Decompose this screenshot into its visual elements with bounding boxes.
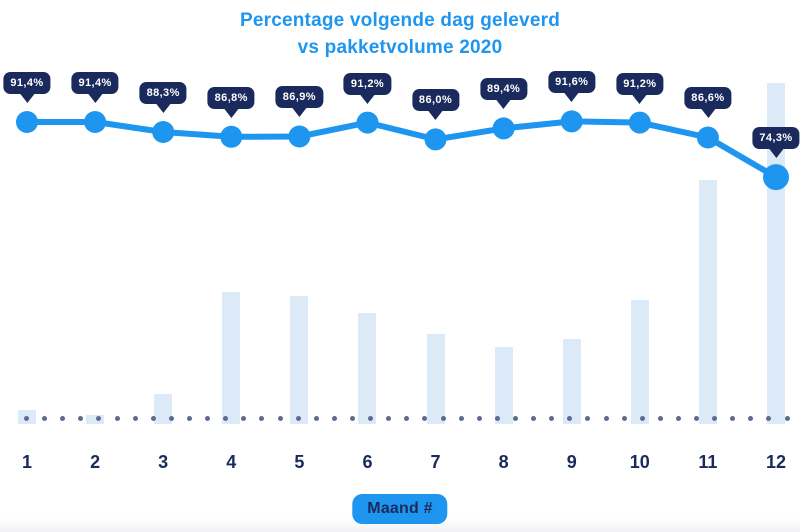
value-badge: 91,4%	[71, 72, 119, 94]
baseline-dot	[639, 415, 645, 421]
volume-bar	[698, 179, 717, 424]
baseline-dot	[60, 415, 66, 421]
baseline-dot	[259, 415, 265, 421]
value-badge: 91,2%	[616, 72, 664, 95]
x-axis-tick: 10	[629, 452, 650, 472]
value-badge: 86,6%	[684, 87, 732, 110]
volume-bar	[154, 393, 173, 424]
baseline-dot	[150, 415, 156, 421]
data-point-marker	[492, 117, 515, 140]
chart-title-line1: Percentage volgende dag geleverd	[239, 10, 560, 31]
baseline-dot	[549, 415, 555, 421]
baseline-dot	[277, 415, 283, 421]
baseline-dot	[494, 415, 500, 421]
data-point-marker	[288, 125, 311, 148]
value-badge: 86,8%	[207, 86, 255, 109]
data-point-marker	[356, 111, 379, 134]
x-axis-tick: 1	[21, 452, 33, 472]
x-axis-tick: 8	[498, 452, 509, 472]
baseline-dot	[712, 415, 718, 421]
data-point-marker	[628, 111, 651, 134]
x-axis-tick: 5	[294, 452, 305, 472]
data-point-marker	[152, 121, 175, 143]
x-axis-tick: 4	[226, 452, 237, 472]
baseline-dot	[603, 415, 609, 421]
baseline-dot	[404, 415, 410, 421]
volume-bar	[86, 415, 105, 424]
value-badge: 86,0%	[411, 89, 460, 112]
trend-line	[24, 118, 779, 181]
data-point-marker	[560, 110, 583, 133]
volume-bar	[562, 339, 581, 424]
x-axis-tick: 9	[566, 452, 577, 472]
baseline-dot	[585, 415, 591, 421]
x-axis-label-pill: Maand #	[352, 494, 448, 524]
value-badge: 88,3%	[139, 81, 187, 104]
baseline-dot	[96, 415, 102, 421]
volume-bar	[426, 333, 445, 424]
data-point-marker	[16, 111, 38, 133]
baseline-dot	[748, 415, 754, 421]
baseline-dot	[241, 415, 247, 421]
value-badge: 74,3%	[752, 127, 800, 150]
data-point-marker	[424, 128, 447, 151]
value-badge: 91,6%	[548, 71, 596, 94]
volume-bar	[290, 296, 309, 424]
baseline-dot	[657, 415, 663, 421]
baseline-dot	[476, 415, 482, 421]
x-axis-tick: 11	[698, 452, 718, 472]
chart-title-line2: vs pakketvolume 2020	[297, 37, 503, 58]
baseline-dot	[531, 415, 537, 421]
baseline-dot	[349, 415, 355, 421]
volume-bar	[630, 299, 649, 424]
chart-title: Percentage volgende dag geleverd vs pakk…	[0, 7, 800, 61]
x-axis-tick: 3	[158, 452, 169, 472]
baseline-dot	[675, 415, 681, 421]
baseline-dot	[784, 415, 790, 421]
baseline-dot	[295, 415, 301, 421]
baseline-dot	[331, 415, 337, 421]
x-axis-tick: 6	[362, 452, 373, 472]
baseline-dot	[512, 415, 518, 421]
baseline-dot	[440, 415, 446, 421]
baseline-dot	[78, 415, 84, 421]
value-badge: 86,9%	[275, 86, 323, 109]
baseline-dot	[24, 415, 29, 421]
baseline-dot	[168, 415, 174, 421]
baseline-dot	[386, 415, 392, 421]
baseline-dot	[313, 415, 319, 421]
x-axis-tick: 7	[430, 452, 441, 472]
data-point-marker	[696, 126, 719, 149]
baseline-dot	[730, 415, 736, 421]
baseline-dot	[132, 415, 138, 421]
baseline-dot	[186, 415, 192, 421]
data-point-marker	[220, 125, 243, 148]
baseline-dot	[422, 415, 428, 421]
baseline-dot	[114, 415, 120, 421]
data-point-marker	[84, 111, 107, 133]
baseline-dot	[621, 415, 627, 421]
baseline-dot	[694, 415, 700, 421]
baseline-dotted-axis	[24, 415, 790, 421]
volume-bar	[222, 292, 241, 424]
x-axis-tick: 2	[90, 452, 101, 472]
value-badge: 91,4%	[3, 72, 51, 94]
value-badge: 89,4%	[480, 78, 528, 101]
volume-bar	[494, 346, 513, 424]
baseline-dot	[458, 415, 464, 421]
baseline-dot	[223, 415, 229, 421]
baseline-dot	[567, 415, 573, 421]
baseline-dot	[42, 415, 48, 421]
baseline-dot	[766, 415, 772, 421]
x-axis-tick: 12	[765, 452, 787, 472]
baseline-dot	[205, 415, 211, 421]
baseline-dot	[368, 415, 374, 421]
value-badge: 91,2%	[343, 72, 392, 95]
volume-bar	[358, 312, 377, 424]
